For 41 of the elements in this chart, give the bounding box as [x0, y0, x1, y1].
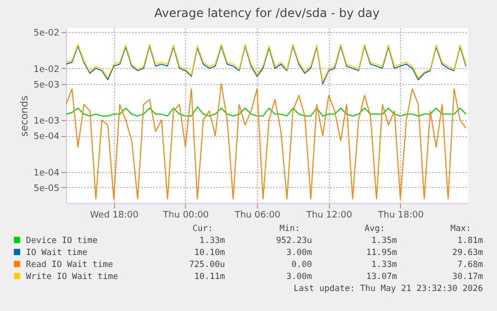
text: 952.23u	[276, 236, 312, 246]
text: 29.63m	[452, 248, 483, 258]
text: Min:	[280, 224, 300, 234]
text: Max:	[450, 224, 471, 234]
text: Last update: Thu May 21 23:32:30 2026	[294, 284, 483, 294]
text: 13.07m	[366, 272, 397, 282]
text: Avg:	[364, 224, 385, 234]
x-tick-label: Thu 12:00	[305, 210, 352, 220]
x-tick-label: Thu 00:00	[162, 210, 210, 220]
text: 1.81m	[457, 236, 483, 246]
y-tick-label: 5e-02	[34, 28, 60, 39]
legend-label: Read IO Wait time	[26, 260, 113, 270]
legend-label: Write IO Wait time	[26, 272, 118, 282]
y-tick-label: 1e-02	[34, 64, 60, 75]
text: 30.17m	[452, 272, 483, 282]
text: 3.00m	[286, 248, 312, 258]
text: 1.33m	[199, 236, 225, 246]
text: 3.00m	[286, 272, 312, 282]
line-series	[66, 83, 467, 200]
line-series	[66, 106, 467, 116]
legend-label: Device IO time	[26, 236, 98, 246]
legend-label: IO Wait time	[26, 248, 88, 258]
chart-title: Average latency for /dev/sda - by day	[154, 6, 380, 20]
text: Cur:	[192, 224, 213, 234]
x-tick-label: Thu 06:00	[234, 210, 281, 220]
text: 1.33m	[371, 260, 397, 270]
text: 0.00	[292, 260, 312, 270]
text: 725.00u	[189, 260, 225, 270]
y-tick-label: 5e-05	[34, 184, 60, 194]
text: 7.68m	[457, 260, 483, 270]
y-tick-label: 5e-03	[34, 80, 60, 90]
y-tick-label: 1e-03	[34, 116, 60, 127]
text: 1.35m	[371, 236, 397, 246]
y-tick-label: 1e-04	[34, 168, 60, 178]
y-axis-title: seconds	[20, 96, 31, 136]
text: 10.10m	[194, 248, 225, 258]
text: 10.11m	[194, 272, 225, 282]
y-tick-label: 5e-04	[34, 132, 60, 142]
text: 11.95m	[366, 248, 397, 258]
x-tick-label: Thu 18:00	[376, 210, 424, 220]
x-tick-label: Wed 18:00	[90, 210, 139, 220]
